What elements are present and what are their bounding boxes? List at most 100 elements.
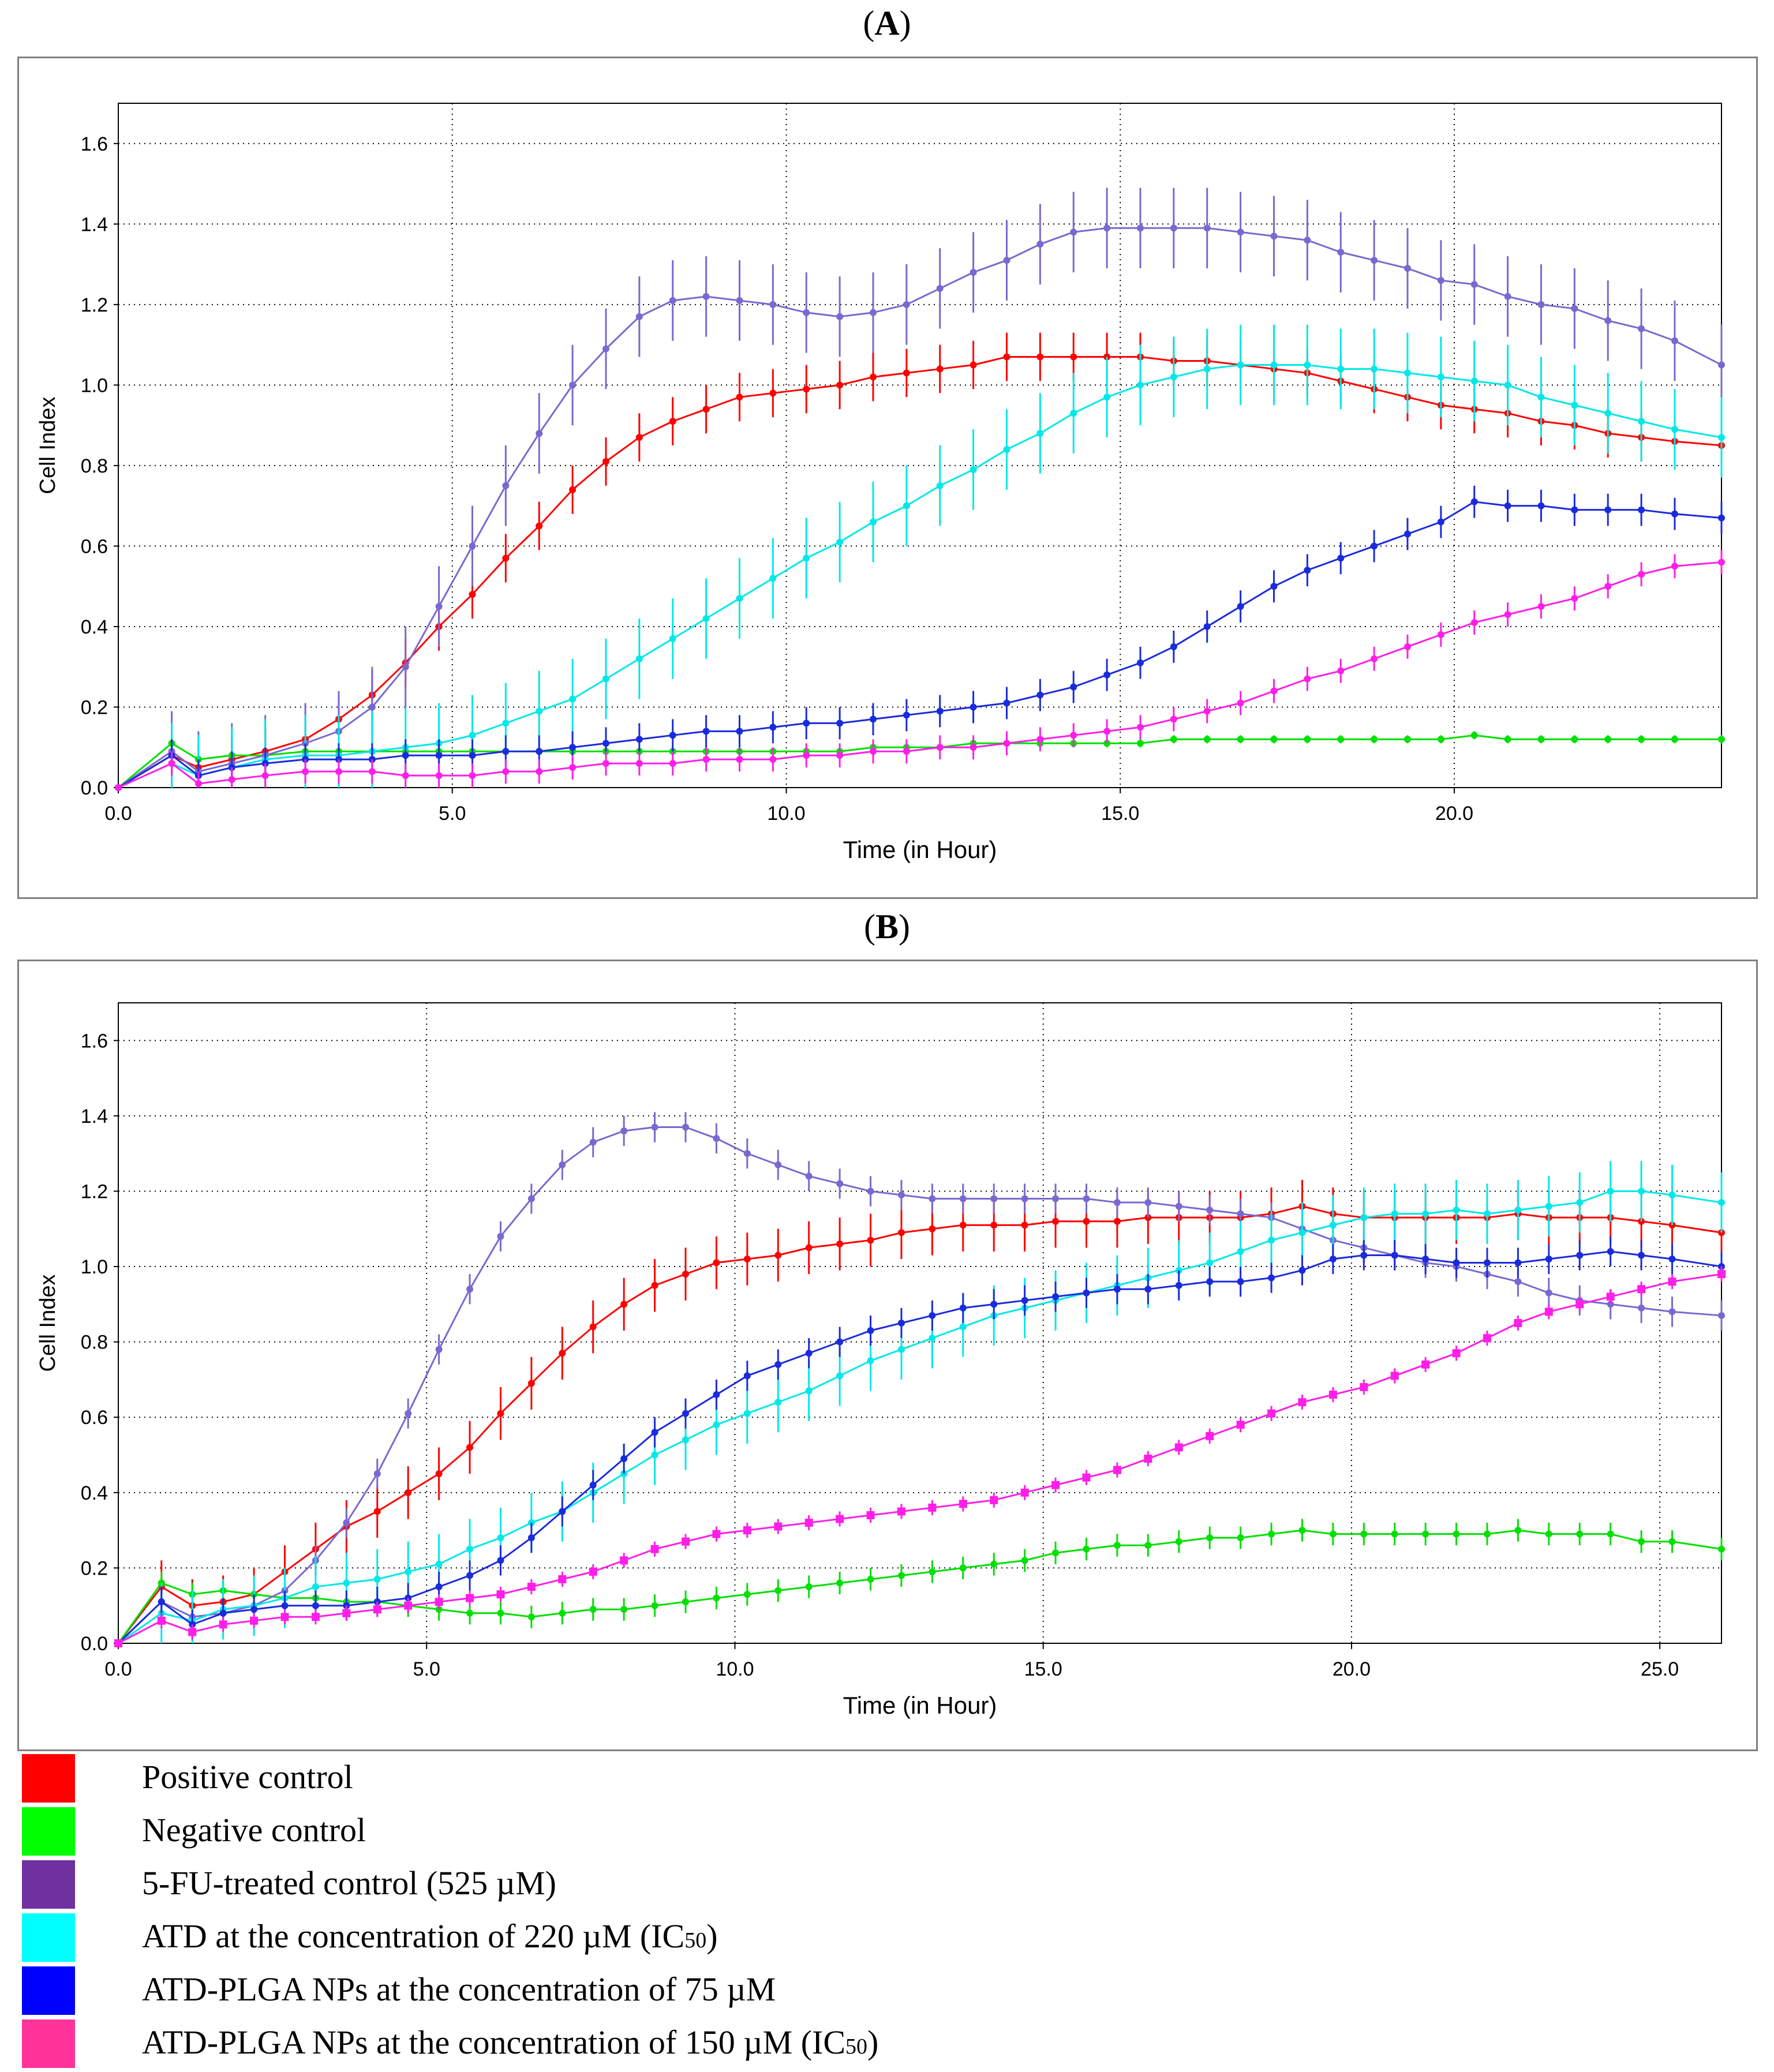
data-point: [702, 293, 710, 300]
data-point: [897, 1507, 905, 1516]
data-point: [651, 1451, 658, 1459]
y-tick-label: 0.8: [81, 455, 108, 477]
data-point: [867, 1576, 874, 1583]
data-point: [620, 1301, 628, 1308]
data-point: [219, 1609, 227, 1617]
data-point: [769, 724, 777, 731]
data-point: [158, 1579, 165, 1587]
data-point: [836, 313, 844, 320]
series-line: [117, 1250, 1722, 1644]
data-point: [635, 313, 643, 320]
data-point: [405, 1568, 412, 1575]
data-point: [527, 1583, 536, 1591]
data-point: [867, 1237, 874, 1244]
data-point: [836, 752, 844, 759]
data-point: [1671, 563, 1678, 570]
x-tick-label: 20.0: [1333, 1658, 1371, 1680]
data-point: [1437, 736, 1444, 743]
data-point: [805, 1350, 813, 1357]
data-point: [1036, 691, 1044, 699]
data-point: [1638, 571, 1645, 578]
data-point: [959, 1304, 967, 1312]
data-point: [805, 1244, 813, 1252]
data-point: [188, 1628, 197, 1636]
data-point: [1021, 1222, 1028, 1229]
data-point: [1136, 381, 1144, 389]
data-point: [312, 1583, 319, 1591]
data-point: [970, 361, 977, 369]
data-point: [1718, 1312, 1725, 1319]
data-point: [1483, 1259, 1491, 1267]
data-point: [1504, 381, 1511, 389]
data-point: [1337, 365, 1345, 373]
data-point: [536, 522, 543, 530]
data-point: [466, 1444, 474, 1451]
panel-b-frame: 0.0 5.0 10.0 15.0 20.0 25.0 0.0 0.2 0.4 0.6 0.8 1.0…: [17, 960, 1758, 1751]
data-point: [1371, 257, 1378, 264]
data-point: [1668, 1192, 1676, 1198]
data-point: [114, 1639, 122, 1647]
data-point: [682, 1271, 689, 1278]
data-point: [435, 1560, 443, 1568]
data-point: [650, 1545, 659, 1553]
legend-swatch: [22, 2019, 75, 2068]
series-3: [115, 188, 1725, 791]
data-point: [1718, 559, 1725, 566]
data-point: [1003, 699, 1010, 707]
data-point: [1437, 518, 1444, 526]
data-point: [559, 1609, 566, 1617]
data-point: [836, 720, 844, 727]
data-point: [970, 744, 977, 751]
data-point: [1422, 1256, 1429, 1262]
data-point: [589, 1567, 597, 1576]
data-point: [929, 1568, 936, 1575]
data-point: [869, 373, 877, 381]
data-point: [502, 720, 510, 727]
data-point: [1052, 1549, 1060, 1557]
data-point: [669, 732, 676, 739]
data-point: [1638, 506, 1645, 514]
data-point: [929, 1195, 936, 1202]
data-point: [743, 1526, 751, 1535]
data-point: [405, 1594, 412, 1602]
data-point: [1638, 736, 1645, 743]
data-point: [928, 1503, 937, 1512]
data-point: [602, 740, 609, 747]
data-point: [1422, 1530, 1429, 1538]
data-point: [1329, 1530, 1337, 1538]
data-point: [527, 1380, 535, 1387]
series-line: [118, 227, 1722, 789]
legend-label: 5-FU-treated control (525 µM): [142, 1864, 556, 1902]
data-point: [469, 732, 476, 739]
data-point: [803, 720, 810, 727]
legend-item-5fu-control: 5-FU-treated control (525 µM): [0, 1860, 1774, 1912]
data-point: [405, 1489, 412, 1496]
data-point: [228, 776, 235, 784]
data-point: [1537, 736, 1545, 743]
data-point: [497, 1410, 504, 1417]
data-point: [869, 309, 877, 316]
data-point: [1329, 1256, 1337, 1262]
data-point: [569, 764, 577, 771]
data-point: [1206, 1278, 1214, 1286]
data-point: [1470, 732, 1478, 739]
data-point: [602, 345, 609, 353]
data-point: [669, 297, 676, 304]
data-point: [929, 1225, 936, 1232]
data-point: [620, 1556, 628, 1565]
data-point: [774, 1252, 782, 1259]
y-tick-label: 0.4: [81, 1482, 108, 1504]
data-point: [1070, 683, 1077, 691]
data-point: [1504, 293, 1511, 300]
data-point: [1718, 1229, 1725, 1237]
data-point: [1051, 1481, 1060, 1489]
data-point: [1545, 1530, 1552, 1538]
data-point: [1003, 257, 1010, 264]
data-point: [702, 615, 710, 622]
x-tick-label: 5.0: [439, 803, 466, 825]
data-point: [1537, 394, 1545, 401]
x-tick-label: 5.0: [413, 1658, 440, 1680]
series-5: [115, 485, 1725, 791]
data-point: [536, 768, 543, 775]
series-4: [115, 324, 1725, 791]
